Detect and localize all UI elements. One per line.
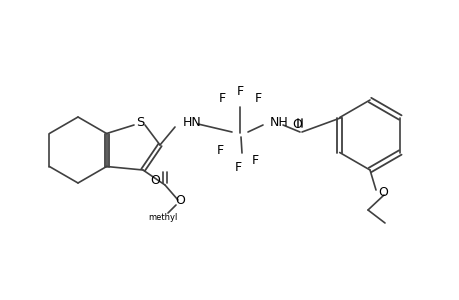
Text: F: F: [254, 92, 261, 104]
Text: NH: NH: [269, 116, 288, 128]
Text: O: O: [175, 194, 185, 206]
Text: F: F: [236, 85, 243, 98]
Text: O: O: [377, 187, 387, 200]
Text: F: F: [251, 154, 258, 166]
Text: O: O: [291, 118, 301, 130]
Text: S: S: [135, 116, 144, 128]
Text: F: F: [234, 160, 241, 173]
Text: F: F: [216, 143, 223, 157]
Text: methyl: methyl: [148, 214, 177, 223]
Text: O: O: [150, 175, 160, 188]
Text: HN: HN: [183, 116, 202, 128]
Text: F: F: [218, 92, 225, 104]
